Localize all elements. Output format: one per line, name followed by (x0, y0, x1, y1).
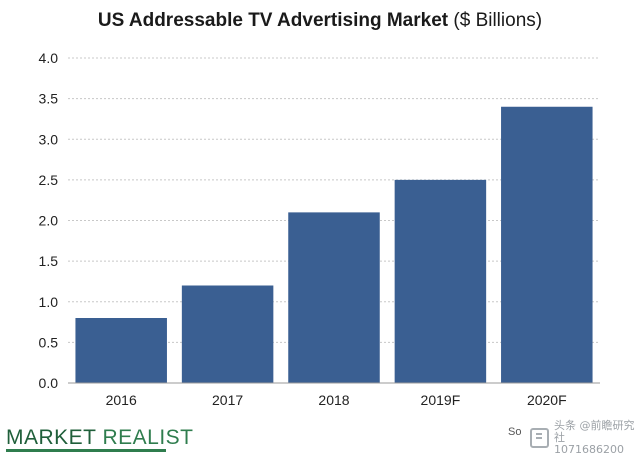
y-axis-ticks: 0.0 0.5 1.0 1.5 2.0 2.5 3.0 3.5 4.0 (39, 50, 59, 391)
y-tick-label: 3.0 (39, 131, 59, 147)
logo-underline (6, 449, 166, 452)
y-tick-label: 0.5 (39, 334, 59, 350)
logo-word-realist: REALIST (102, 426, 194, 449)
source-label: So (508, 426, 522, 438)
logo-word-market: MARKET (6, 426, 97, 449)
y-tick-label: 0.0 (39, 375, 59, 391)
x-tick-label: 2019F (421, 392, 461, 408)
chart-title-suffix: ($ Billions) (453, 10, 543, 31)
x-tick-label: 2016 (106, 392, 137, 408)
x-tick-label: 2020F (527, 392, 567, 408)
market-realist-logo: MARKET REALIST (6, 426, 194, 450)
y-tick-label: 4.0 (39, 50, 59, 66)
bar-2018 (288, 212, 380, 383)
x-tick-label: 2017 (212, 392, 243, 408)
watermark-line-2: 1071686200 (554, 443, 625, 456)
watermark-text: 头条 @前瞻研究社 1071686200 (554, 420, 640, 456)
toutiao-icon (530, 428, 550, 448)
y-tick-label: 3.5 (39, 91, 59, 107)
bar-2020F (501, 106, 593, 383)
chart-title: US Addressable TV Advertising Market ($ … (0, 10, 640, 32)
chart-title-main: US Addressable TV Advertising Market (97, 10, 449, 31)
bar-2016 (75, 318, 167, 383)
bar-2019F (394, 179, 487, 383)
y-tick-label: 1.0 (39, 294, 59, 310)
y-tick-label: 2.5 (39, 172, 59, 188)
x-axis-ticks: 2016 2017 2018 2019F 2020F (106, 392, 567, 408)
y-tick-label: 2.0 (39, 213, 59, 229)
bars (75, 106, 593, 383)
bar-chart: 0.0 0.5 1.0 1.5 2.0 2.5 3.0 3.5 4.0 2016 2017 2018… (39, 50, 600, 408)
watermark: 头条 @前瞻研究社 1071686200 (530, 420, 640, 456)
watermark-line-1: 头条 @前瞻研究社 (554, 419, 635, 444)
y-tick-label: 1.5 (39, 253, 59, 269)
bar-2017 (181, 285, 274, 383)
x-tick-label: 2018 (318, 392, 349, 408)
